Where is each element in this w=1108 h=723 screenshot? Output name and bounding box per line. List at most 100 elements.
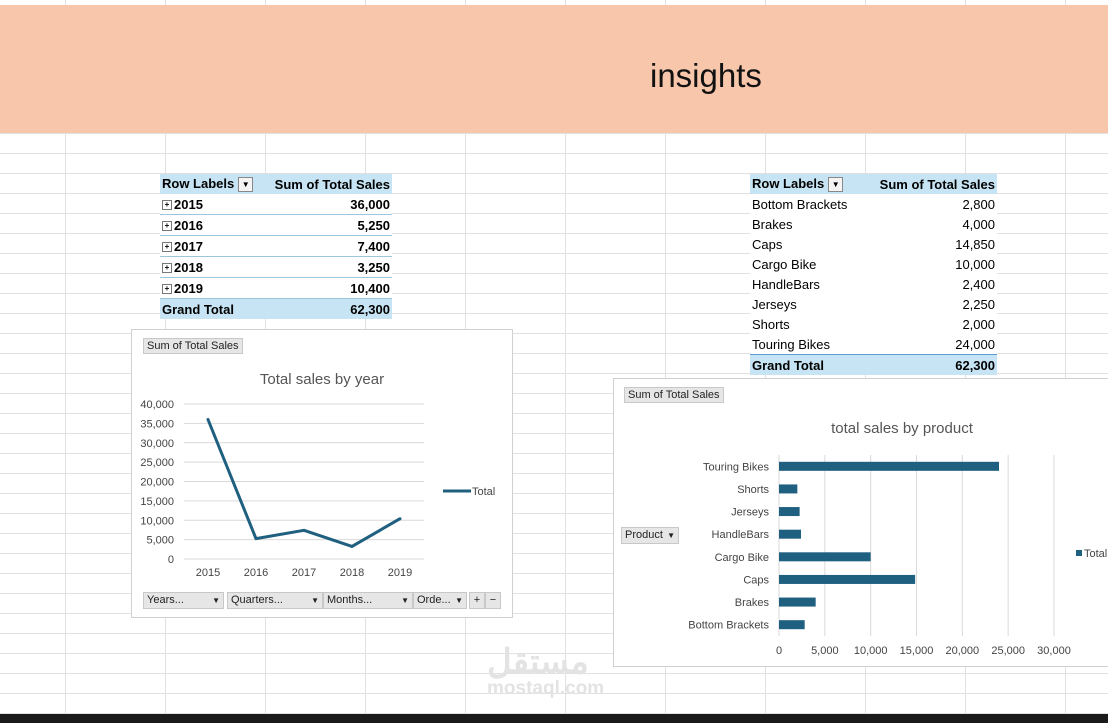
bar-chart-svg: total sales by product 0 5,000 10,000 15,000…: [688, 420, 1107, 657]
x-tick-label: 5,000: [811, 645, 839, 657]
row-value: 2,400: [962, 276, 995, 292]
pivot-row[interactable]: Brakes 4,000: [750, 214, 997, 234]
y-tick-label: 10,000: [140, 515, 174, 527]
pivot-row[interactable]: Touring Bikes 24,000: [750, 334, 997, 355]
filter-dropdown-icon[interactable]: ▼: [828, 177, 844, 193]
bar-chart-container[interactable]: Sum of Total Sales total sales by produc…: [613, 378, 1108, 667]
mostaql-watermark: مستقل mostaql.com: [487, 645, 604, 698]
insights-banner[interactable]: insights: [0, 5, 1108, 133]
pivot-table-year[interactable]: Row Labels ▼ Sum of Total Sales +2015 36,0…: [160, 174, 392, 319]
bar: [779, 484, 798, 494]
filter-label: Product: [625, 529, 663, 541]
value-field-button[interactable]: Sum of Total Sales: [624, 387, 724, 403]
pivot-row[interactable]: +2019 10,400: [160, 277, 392, 299]
row-label: 2019: [174, 280, 203, 296]
row-label: Brakes: [752, 216, 793, 232]
row-value: 10,400: [269, 277, 392, 299]
expand-icon[interactable]: +: [162, 242, 172, 253]
pivot-row[interactable]: Cargo Bike 10,000: [750, 254, 997, 274]
x-tick-label: 25,000: [991, 645, 1025, 657]
row-value: 24,000: [955, 336, 995, 352]
x-tick-label: 2015: [196, 567, 220, 579]
chevron-down-icon: ▼: [212, 596, 220, 605]
pivot-row[interactable]: +2018 3,250: [160, 256, 392, 278]
filter-quarters-button[interactable]: Quarters... ▼: [227, 592, 323, 609]
banner-title: insights: [650, 57, 762, 94]
filter-label: Years...: [147, 594, 184, 606]
y-tick-label: 40,000: [140, 399, 174, 411]
x-tick-label: 30,000: [1037, 645, 1071, 657]
x-tick-label: 2017: [292, 567, 316, 579]
row-label: 2018: [174, 259, 203, 275]
line-chart-container[interactable]: Sum of Total Sales Total sales by year 0 5…: [131, 329, 513, 618]
collapse-field-button[interactable]: −: [485, 592, 501, 609]
expand-icon[interactable]: +: [162, 284, 172, 295]
filter-months-button[interactable]: Months... ▼: [323, 592, 413, 609]
row-value: 5,250: [269, 214, 392, 236]
row-value: 10,000: [955, 256, 995, 272]
watermark-latin: mostaql.com: [487, 678, 605, 699]
x-tick-label: 0: [776, 645, 782, 657]
y-category-label: Jerseys: [731, 507, 769, 519]
pivot-row[interactable]: Caps 14,850: [750, 234, 997, 254]
row-value: 7,400: [269, 235, 392, 257]
plus-icon: +: [473, 594, 481, 606]
bar: [779, 461, 999, 471]
row-value: 36,000: [269, 194, 392, 215]
legend-label: Total: [472, 486, 495, 498]
row-value: 3,250: [269, 256, 392, 278]
row-value: 4,000: [962, 216, 995, 232]
pivot-row[interactable]: +2015 36,000: [160, 194, 392, 215]
grand-total-row[interactable]: Grand Total 62,300: [160, 298, 392, 319]
filter-years-button[interactable]: Years... ▼: [143, 592, 224, 609]
taskbar-strip: [0, 714, 1108, 723]
bar: [779, 529, 801, 539]
y-tick-label: 0: [168, 554, 174, 566]
row-label: 2017: [174, 238, 203, 254]
pivot-row[interactable]: +2017 7,400: [160, 235, 392, 257]
pivot-header: Row Labels ▼ Sum of Total Sales: [160, 174, 392, 194]
expand-icon[interactable]: +: [162, 221, 172, 232]
row-label: Bottom Brackets: [752, 196, 848, 212]
y-tick-label: 35,000: [140, 418, 174, 430]
y-category-label: Cargo Bike: [715, 552, 769, 564]
bar: [779, 574, 916, 584]
grand-total-row[interactable]: Grand Total 62,300: [750, 354, 997, 375]
y-tick-label: 5,000: [146, 535, 174, 547]
filter-order-button[interactable]: Orde... ▼: [413, 592, 467, 609]
row-label: HandleBars: [752, 276, 820, 292]
line-chart-svg: Total sales by year 0 5,000 10,000 15,000 20,…: [140, 371, 495, 579]
y-category-label: Touring Bikes: [703, 461, 770, 473]
pivot-row[interactable]: Bottom Brackets 2,800: [750, 194, 997, 214]
pivot-row[interactable]: Jerseys 2,250: [750, 294, 997, 314]
bar: [779, 552, 871, 562]
row-label: Shorts: [752, 316, 790, 332]
chevron-down-icon: ▼: [311, 596, 319, 605]
data-point: [302, 528, 306, 532]
chart-title: total sales by product: [831, 420, 974, 437]
y-category-label: Brakes: [735, 597, 770, 609]
pivot-table-product[interactable]: Row Labels ▼ Sum of Total Sales Bottom Br…: [750, 174, 997, 375]
x-tick-label: 2016: [244, 567, 268, 579]
filter-label: Months...: [327, 594, 373, 606]
expand-icon[interactable]: +: [162, 263, 172, 274]
value-field-button[interactable]: Sum of Total Sales: [143, 338, 243, 354]
data-point: [398, 517, 402, 521]
axis-field-product-button[interactable]: Product ▼: [621, 527, 679, 544]
filter-dropdown-icon[interactable]: ▼: [238, 177, 254, 193]
x-tick-label: 2019: [388, 567, 412, 579]
pivot-row[interactable]: Shorts 2,000: [750, 314, 997, 334]
row-value: 2,250: [962, 296, 995, 312]
pivot-row[interactable]: +2016 5,250: [160, 214, 392, 236]
x-tick-label: 10,000: [854, 645, 888, 657]
sum-header: Sum of Total Sales: [269, 174, 392, 194]
watermark-arabic: مستقل: [487, 643, 589, 681]
row-label: Touring Bikes: [752, 336, 831, 352]
row-labels-header: Row Labels: [162, 175, 235, 191]
row-value: 14,850: [955, 236, 995, 252]
pivot-row[interactable]: HandleBars 2,400: [750, 274, 997, 294]
expand-icon[interactable]: +: [162, 200, 172, 211]
sum-header: Sum of Total Sales: [870, 174, 997, 194]
expand-field-button[interactable]: +: [469, 592, 485, 609]
row-label: 2016: [174, 217, 203, 233]
